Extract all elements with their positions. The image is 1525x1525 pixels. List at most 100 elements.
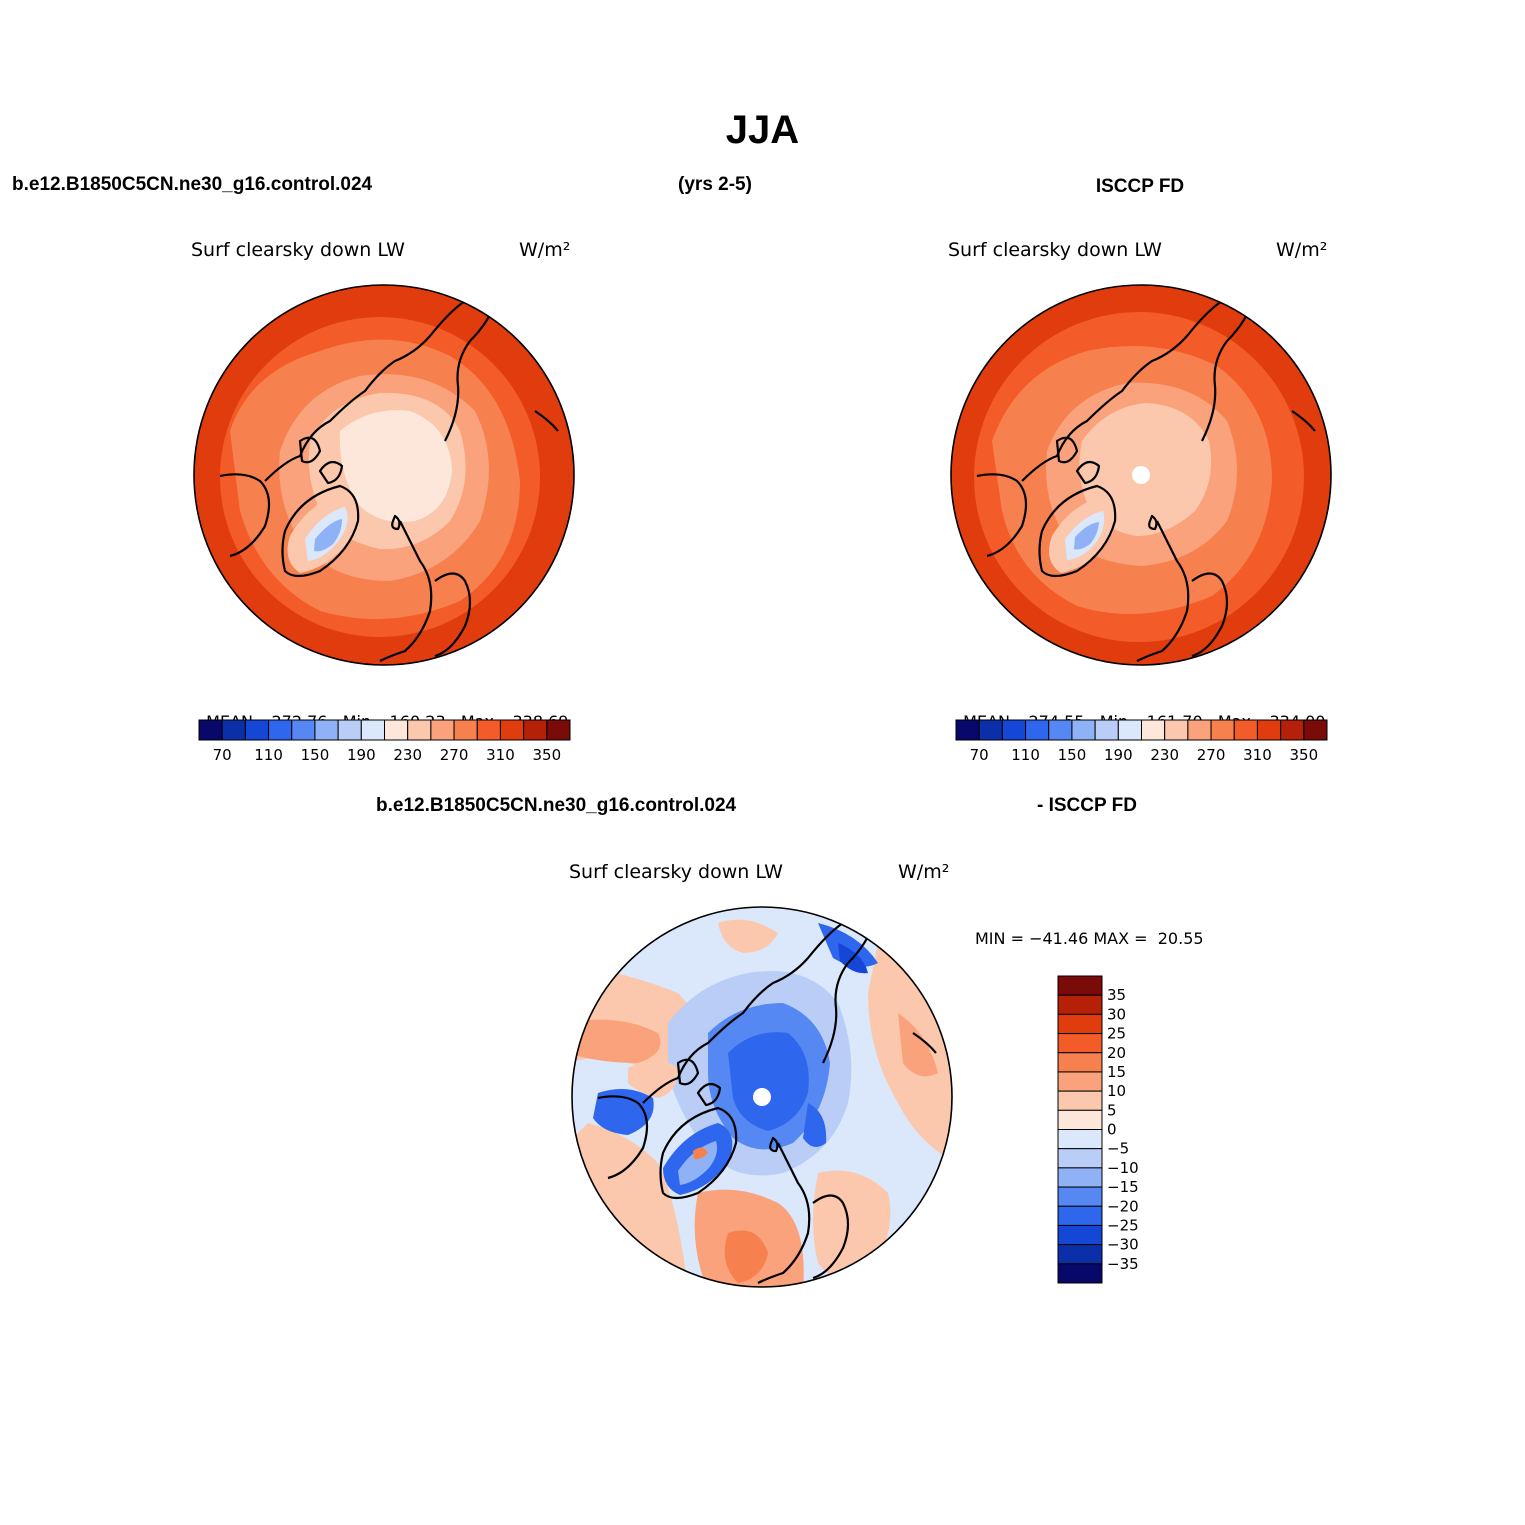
diff-colorbar-swatch <box>1057 1129 1103 1150</box>
colorbar-swatch <box>1303 719 1328 741</box>
diff-colorbar-tick-label: 10 <box>1107 1082 1126 1100</box>
diff-minmax-label: MIN = −41.46 MAX = 20.55 <box>975 929 1204 948</box>
colorbar-swatch <box>476 719 501 741</box>
diff-colorbar-tick-label: −15 <box>1107 1178 1139 1196</box>
model-polar-map <box>193 284 575 666</box>
difference-polar-map <box>571 906 953 1288</box>
diff-colorbar-swatch <box>1057 1148 1103 1169</box>
colorbar-swatch <box>384 719 409 741</box>
diff-colorbar-tick-label: −10 <box>1107 1159 1139 1177</box>
diff-colorbar-swatch <box>1057 1205 1103 1226</box>
diff-colorbar-tick-label: −30 <box>1107 1236 1139 1254</box>
panel1-variable-label: Surf clearsky down LW <box>191 239 405 261</box>
colorbar-swatch <box>1233 719 1258 741</box>
colorbar-tick-label: 310 <box>1243 746 1272 764</box>
colorbar-swatch <box>1141 719 1166 741</box>
diff-colorbar-tick-label: 0 <box>1107 1121 1117 1139</box>
colorbar-swatch <box>1164 719 1189 741</box>
years-label: (yrs 2-5) <box>678 174 752 195</box>
diff-colorbar-swatch <box>1057 1033 1103 1054</box>
colorbar-swatch <box>198 719 223 741</box>
colorbar-swatch <box>314 719 339 741</box>
colorbar-swatch <box>955 719 980 741</box>
diff-colorbar-tick-label: 30 <box>1107 1005 1126 1023</box>
colorbar-swatch <box>1048 719 1073 741</box>
colorbar-tick-label: 190 <box>1104 746 1133 764</box>
diff-colorbar-swatch <box>1057 975 1103 996</box>
diff-colorbar-swatch <box>1057 1071 1103 1092</box>
diff-colorbar-tick-label: −35 <box>1107 1255 1139 1273</box>
diff-obs-name-label: - ISCCP FD <box>1037 795 1137 816</box>
colorbar-tick-label: 110 <box>254 746 283 764</box>
colorbar-tick-label: 110 <box>1011 746 1040 764</box>
colorbar-swatch <box>499 719 525 741</box>
colorbar-swatch <box>1025 719 1050 741</box>
colorbar-tick-label: 70 <box>970 746 989 764</box>
colorbar-tick-label: 150 <box>301 746 330 764</box>
diff-pole-hole <box>753 1088 771 1106</box>
colorbar-swatch <box>1001 719 1027 741</box>
colorbar-swatch <box>337 719 362 741</box>
diff-colorbar-tick-label: −25 <box>1107 1216 1139 1234</box>
colorbar-swatch <box>430 719 455 741</box>
colorbar-swatch <box>523 719 548 741</box>
diff-colorbar-tick-label: 20 <box>1107 1044 1126 1062</box>
colorbar-tick-label: 230 <box>1150 746 1179 764</box>
colorbar-tick-label: 190 <box>347 746 376 764</box>
panel2-variable-label: Surf clearsky down LW <box>948 239 1162 261</box>
diff-colorbar-swatch <box>1057 1224 1103 1246</box>
colorbar-tick-label: 310 <box>486 746 515 764</box>
colorbar-swatch <box>546 719 571 741</box>
pole-hole <box>1132 466 1150 484</box>
colorbar-swatch <box>291 719 316 741</box>
figure-title: JJA <box>725 108 800 152</box>
diff-colorbar-swatch <box>1057 1263 1103 1284</box>
diff-colorbar-swatch <box>1057 1090 1103 1111</box>
diff-colorbar-tick-label: −20 <box>1107 1197 1139 1215</box>
colorbar-swatch <box>221 719 246 741</box>
colorbar-swatch <box>360 719 385 741</box>
colorbar-tick-label: 350 <box>1289 746 1318 764</box>
colorbar-swatch <box>268 719 293 741</box>
colorbar-swatch <box>1117 719 1142 741</box>
colorbar-swatch <box>1210 719 1235 741</box>
diff-colorbar-tick-label: 5 <box>1107 1101 1117 1119</box>
obs-name-label: ISCCP FD <box>1095 176 1185 197</box>
diff-colorbar-swatch <box>1057 1186 1103 1207</box>
colorbar-swatch <box>1071 719 1096 741</box>
colorbar-swatch <box>244 719 270 741</box>
diff-colorbar-tick-label: 15 <box>1107 1063 1126 1081</box>
diff-colorbar-swatch <box>1057 1244 1103 1265</box>
colorbar-tick-label: 150 <box>1058 746 1087 764</box>
colorbar-swatch <box>1280 719 1305 741</box>
colorbar-swatch <box>1256 719 1282 741</box>
colorbar-tick-label: 350 <box>532 746 561 764</box>
diff-colorbar-swatch <box>1057 1052 1103 1073</box>
colorbar-tick-label: 270 <box>1197 746 1226 764</box>
panel1-colorbar: 70 110 150 190 230 270 310 350 <box>198 719 571 764</box>
diff-units-label: W/m² <box>898 861 950 883</box>
diff-case-name-label: b.e12.B1850C5CN.ne30_g16.control.024 <box>376 795 737 816</box>
diff-colorbar-tick-label: 25 <box>1107 1025 1126 1043</box>
colorbar-tick-label: 70 <box>213 746 232 764</box>
diff-colorbar-tick-label: −5 <box>1107 1140 1129 1158</box>
colorbar-tick-label: 230 <box>393 746 422 764</box>
diff-colorbar-tick-label: 35 <box>1107 986 1126 1004</box>
diff-colorbar-swatch <box>1057 1013 1103 1035</box>
panel2-units-label: W/m² <box>1276 239 1328 261</box>
diff-colorbar-swatch <box>1057 1109 1103 1130</box>
colorbar-swatch <box>407 719 432 741</box>
diff-colorbar-swatch <box>1057 1167 1103 1188</box>
panel1-units-label: W/m² <box>519 239 571 261</box>
colorbar-swatch <box>978 719 1003 741</box>
colorbar-swatch <box>1094 719 1119 741</box>
colorbar-swatch <box>1187 719 1212 741</box>
colorbar-swatch <box>453 719 478 741</box>
obs-polar-map <box>950 284 1332 666</box>
panel2-colorbar: 70 110 150 190 230 270 310 350 <box>955 719 1328 764</box>
case-name-label: b.e12.B1850C5CN.ne30_g16.control.024 <box>12 174 373 195</box>
diff-colorbar-swatch <box>1057 994 1103 1015</box>
colorbar-tick-label: 270 <box>440 746 469 764</box>
diff-variable-label: Surf clearsky down LW <box>569 861 783 883</box>
